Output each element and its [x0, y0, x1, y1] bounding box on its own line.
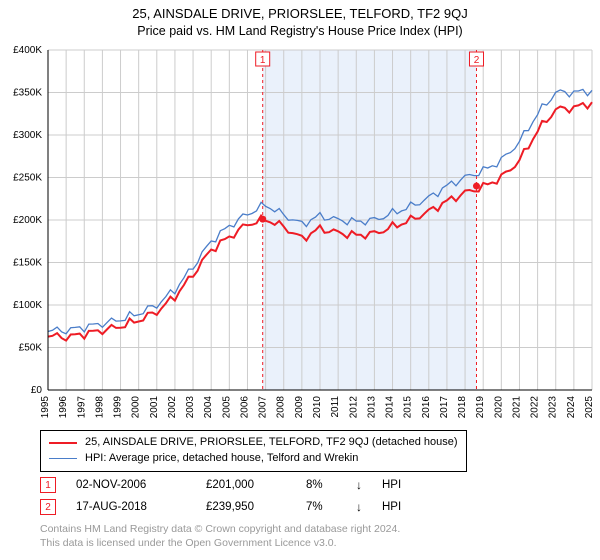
svg-text:2025: 2025 — [584, 396, 595, 419]
svg-text:2018: 2018 — [457, 396, 468, 419]
svg-text:2009: 2009 — [294, 396, 305, 419]
svg-text:2014: 2014 — [385, 396, 396, 419]
svg-text:1996: 1996 — [58, 396, 69, 419]
svg-text:1: 1 — [260, 55, 266, 66]
svg-text:£250K: £250K — [13, 173, 42, 184]
svg-text:£150K: £150K — [13, 258, 42, 269]
svg-text:2023: 2023 — [548, 396, 559, 419]
svg-text:2002: 2002 — [167, 396, 178, 419]
svg-text:2: 2 — [474, 55, 480, 66]
legend-swatch-red — [49, 442, 77, 444]
transaction-date: 02-NOV-2006 — [76, 479, 186, 491]
transaction-vs: HPI — [382, 479, 401, 491]
legend-swatch-blue — [49, 458, 77, 459]
legend-label-blue: HPI: Average price, detached house, Telf… — [85, 451, 358, 467]
svg-text:£350K: £350K — [13, 88, 42, 99]
svg-text:2007: 2007 — [258, 396, 269, 419]
svg-text:1998: 1998 — [94, 396, 105, 419]
down-arrow-icon: ↓ — [356, 500, 362, 514]
svg-text:2004: 2004 — [203, 396, 214, 419]
transaction-pct: 8% — [306, 479, 336, 491]
svg-text:2000: 2000 — [131, 396, 142, 419]
svg-text:£100K: £100K — [13, 300, 42, 311]
transaction-price: £239,950 — [206, 501, 286, 513]
down-arrow-icon: ↓ — [356, 478, 362, 492]
svg-text:2003: 2003 — [185, 396, 196, 419]
footer-attribution: Contains HM Land Registry data © Crown c… — [40, 522, 400, 550]
svg-text:£200K: £200K — [13, 215, 42, 226]
title-subtitle: Price paid vs. HM Land Registry's House … — [0, 21, 600, 38]
svg-text:£300K: £300K — [13, 130, 42, 141]
transaction-vs: HPI — [382, 501, 401, 513]
transaction-list: 1 02-NOV-2006 £201,000 8% ↓ HPI 2 17-AUG… — [40, 474, 401, 518]
svg-text:2021: 2021 — [511, 396, 522, 419]
marker-icon: 2 — [40, 499, 56, 515]
footer-line2: This data is licensed under the Open Gov… — [40, 536, 400, 550]
footer-line1: Contains HM Land Registry data © Crown c… — [40, 522, 400, 536]
svg-text:2005: 2005 — [221, 396, 232, 419]
svg-text:£0: £0 — [31, 385, 43, 396]
svg-text:2024: 2024 — [566, 396, 577, 419]
transaction-row: 2 17-AUG-2018 £239,950 7% ↓ HPI — [40, 496, 401, 518]
svg-text:2008: 2008 — [276, 396, 287, 419]
svg-text:2022: 2022 — [530, 396, 541, 419]
svg-text:£50K: £50K — [19, 343, 43, 354]
svg-text:1999: 1999 — [113, 396, 124, 419]
transaction-date: 17-AUG-2018 — [76, 501, 186, 513]
svg-text:2012: 2012 — [348, 396, 359, 419]
transaction-price: £201,000 — [206, 479, 286, 491]
svg-text:2011: 2011 — [330, 396, 341, 418]
svg-text:1995: 1995 — [40, 396, 51, 419]
title-address: 25, AINSDALE DRIVE, PRIORSLEE, TELFORD, … — [0, 0, 600, 21]
legend-label-red: 25, AINSDALE DRIVE, PRIORSLEE, TELFORD, … — [85, 435, 458, 451]
marker-icon: 1 — [40, 477, 56, 493]
transaction-row: 1 02-NOV-2006 £201,000 8% ↓ HPI — [40, 474, 401, 496]
svg-text:£400K: £400K — [13, 45, 42, 56]
svg-text:2013: 2013 — [366, 396, 377, 419]
svg-text:2015: 2015 — [403, 396, 414, 419]
svg-text:2001: 2001 — [149, 396, 160, 419]
legend: 25, AINSDALE DRIVE, PRIORSLEE, TELFORD, … — [40, 430, 467, 472]
transaction-pct: 7% — [306, 501, 336, 513]
svg-text:1997: 1997 — [76, 396, 87, 419]
svg-text:2020: 2020 — [493, 396, 504, 419]
svg-text:2010: 2010 — [312, 396, 323, 419]
svg-text:2006: 2006 — [239, 396, 250, 419]
price-chart: £0 £50K £100K £150K £200K £250K £300K £350K £400… — [0, 44, 600, 422]
svg-text:2017: 2017 — [439, 396, 450, 419]
svg-text:2016: 2016 — [421, 396, 432, 419]
svg-text:2019: 2019 — [475, 396, 486, 419]
